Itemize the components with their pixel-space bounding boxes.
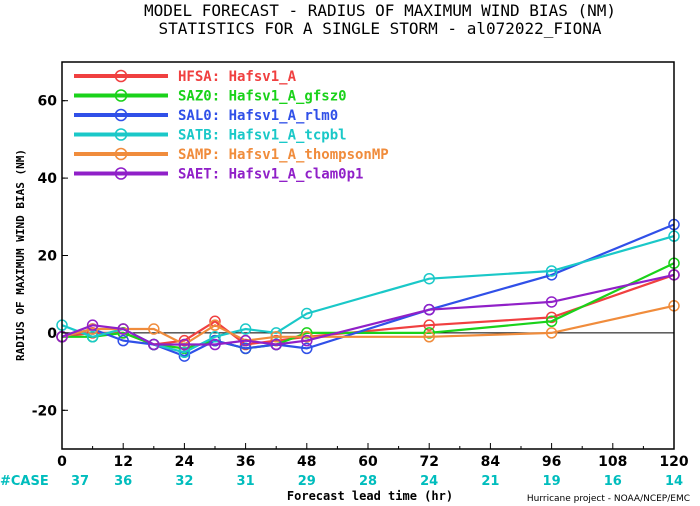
legend: HFSA: Hafsv1_A SAZ0: Hafsv1_A_gfsz0 SAL0: … (74, 69, 389, 183)
data-point (423, 303, 435, 316)
data-point (209, 334, 221, 347)
legend-label: HFSA: Hafsv1_A (178, 69, 297, 85)
data-point (545, 296, 558, 308)
data-point (86, 323, 99, 335)
legend-marker (114, 128, 128, 141)
x-tick-label: 108 (598, 454, 627, 470)
data-point (270, 338, 282, 351)
legend-marker (114, 89, 128, 102)
data-point (301, 307, 313, 320)
legend-marker (114, 69, 128, 83)
legend-entry-4: SATB: Hafsv1_A_tcpbl (74, 128, 347, 144)
y-tick-label: 20 (38, 249, 58, 265)
data-point (239, 323, 252, 335)
data-point (545, 269, 558, 281)
legend-entry-6: SAET: Hafsv1_A_clam0p1 (74, 167, 363, 183)
data-point (117, 323, 129, 335)
case-count: 19 (543, 474, 561, 489)
legend-label: SAMP: Hafsv1_A_thompsonMP (178, 147, 389, 163)
data-point (178, 346, 191, 358)
series-6 (56, 269, 680, 351)
x-tick-label: 120 (659, 454, 688, 470)
x-tick-label: 36 (236, 454, 255, 470)
series-line (62, 262, 675, 350)
y-axis-label: RADIUS OF MAXIMUM WIND BIAS (NM) (14, 149, 27, 361)
data-point (270, 334, 282, 347)
data-point (545, 327, 558, 339)
x-tick-label: 84 (481, 454, 501, 470)
case-count: 28 (359, 474, 377, 489)
legend-entry-3: SAL0: Hafsv1_A_rlm0 (74, 108, 338, 124)
data-point (117, 334, 129, 347)
data-point (209, 331, 221, 343)
data-point (301, 331, 313, 343)
case-count: 21 (481, 474, 499, 489)
case-count: 31 (237, 474, 255, 489)
case-count: 32 (175, 474, 193, 489)
x-tick-label: 24 (175, 454, 195, 470)
data-point (178, 338, 191, 351)
chart-subtitle: STATISTICS FOR A SINGLE STORM - al072022… (158, 19, 601, 38)
y-tick-label: 0 (47, 326, 57, 342)
data-point (423, 272, 435, 285)
case-count: 16 (604, 474, 622, 489)
data-point (545, 311, 558, 324)
case-count: 36 (114, 474, 132, 489)
data-point (423, 319, 435, 331)
legend-entry-5: SAMP: Hafsv1_A_thompsonMP (74, 147, 389, 163)
data-point (86, 331, 99, 343)
plot-frame (61, 61, 675, 450)
data-point (209, 338, 221, 351)
credit-text: Hurricane project - NOAA/NCEP/EMC (527, 494, 690, 504)
legend-marker (114, 108, 128, 122)
data-point (86, 319, 99, 331)
x-tick-label: 0 (57, 454, 67, 470)
y-tick-label: 60 (38, 94, 58, 110)
data-point (209, 319, 221, 331)
chart-title: MODEL FORECAST - RADIUS OF MAXIMUM WIND … (144, 1, 616, 20)
legend-marker (114, 167, 128, 180)
legend-label: SAL0: Hafsv1_A_rlm0 (178, 108, 338, 124)
x-tick-label: 12 (113, 454, 132, 470)
legend-entry-2: SAZ0: Hafsv1_A_gfsz0 (74, 89, 347, 105)
data-point (148, 338, 160, 351)
x-axis-label: Forecast lead time (hr) (287, 489, 453, 503)
legend-entry-1: HFSA: Hafsv1_A (74, 69, 297, 85)
data-point (545, 265, 558, 277)
legend-label: SAET: Hafsv1_A_clam0p1 (178, 167, 363, 183)
axes: 0 12 24 36 48 60 72 84 96 108 120 -20 0 20 40 60 37 36 32 3… (32, 61, 689, 489)
x-tick-label: 60 (358, 454, 378, 470)
case-count: 24 (420, 474, 438, 489)
y-tick-label: -20 (32, 403, 58, 419)
x-tick-label: 48 (297, 454, 316, 470)
plot-area (56, 218, 680, 362)
data-point (423, 331, 435, 343)
case-count: 37 (71, 474, 89, 489)
data-point (239, 334, 252, 347)
data-point (270, 331, 282, 343)
legend-label: SAZ0: Hafsv1_A_gfsz0 (178, 89, 347, 105)
data-point (148, 323, 160, 335)
series-2 (56, 257, 680, 355)
case-count: 29 (298, 474, 316, 489)
data-point (239, 342, 252, 355)
data-point (545, 315, 558, 328)
x-tick-label: 96 (542, 454, 561, 470)
series-3 (56, 218, 680, 362)
case-count: 14 (665, 474, 683, 489)
data-point (301, 334, 313, 347)
data-point (301, 342, 313, 355)
legend-marker (114, 147, 128, 161)
legend-label: SATB: Hafsv1_A_tcpbl (178, 128, 347, 144)
y-tick-label: 40 (38, 171, 58, 187)
x-tick-label: 72 (419, 454, 438, 470)
case-label: #CASE (0, 474, 49, 489)
